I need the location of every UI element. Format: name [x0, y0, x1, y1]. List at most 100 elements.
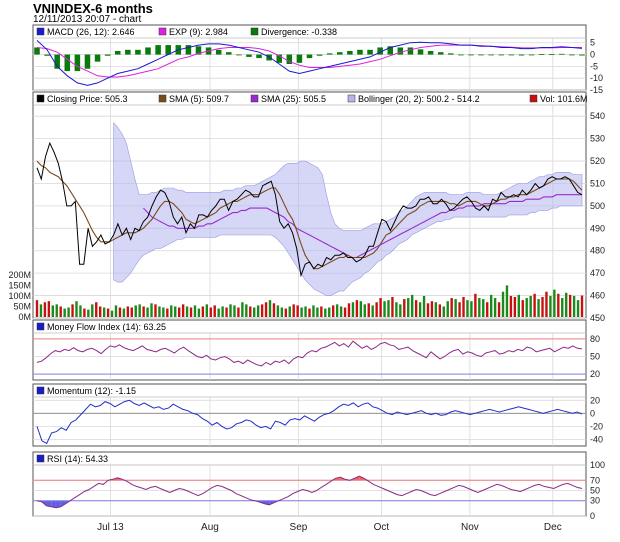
volume-bar	[442, 306, 445, 317]
macd-divergence-bar	[84, 54, 91, 69]
volume-bar	[205, 304, 209, 317]
rsi-y-tick-label: 50	[590, 486, 600, 496]
macd-divergence-bar	[104, 54, 111, 56]
volume-tick-label: 200M	[8, 270, 31, 280]
volume-bar	[102, 307, 106, 317]
volume-bar	[193, 305, 197, 317]
macd-y-tick-label: 0	[590, 50, 595, 60]
volume-bar	[237, 307, 240, 317]
rsi-oversold-fill	[55, 500, 61, 508]
volume-bar	[529, 295, 532, 317]
macd-divergence-bar	[326, 53, 333, 55]
mfi-legend-label: Money Flow Index (14): 63.25	[47, 322, 166, 332]
volume-bar	[561, 298, 564, 317]
volume-bar	[434, 302, 438, 317]
volume-bar	[541, 296, 544, 317]
macd-divergence-bar	[215, 49, 222, 55]
macd-divergence-bar	[538, 54, 545, 55]
price-y-tick-label: 540	[590, 111, 605, 121]
macd-divergence-bar	[458, 54, 464, 56]
volume-bar	[359, 301, 363, 317]
macd-divergence-bar	[306, 54, 313, 59]
momentum-y-tick-label: 20	[590, 395, 600, 405]
volume-bar	[268, 300, 272, 317]
macd-y-tick-label: -10	[590, 73, 603, 83]
macd-divergence-bar	[246, 54, 252, 57]
volume-bar	[51, 305, 54, 317]
macd-divergence-bar	[236, 54, 242, 56]
volume-bar	[71, 304, 74, 317]
price-legend-label: SMA (5): 509.7	[169, 94, 229, 104]
volume-bar	[59, 306, 62, 317]
macd-divergence-bar	[357, 49, 363, 55]
macd-divergence-bar	[185, 45, 192, 55]
mfi-legend-swatch	[36, 322, 45, 331]
macd-legend-label: MACD (26, 12): 2.646	[47, 27, 135, 37]
macd-divergence-bar	[367, 49, 373, 55]
chart-title: VNINDEX-6 months	[33, 1, 153, 16]
volume-bar	[379, 298, 382, 317]
volume-bar	[122, 308, 126, 317]
volume-bar	[335, 304, 339, 317]
momentum-y-tick-label: 0	[590, 408, 595, 418]
volume-bar	[462, 296, 465, 317]
rsi-line	[36, 475, 583, 509]
x-axis-label: Oct	[374, 522, 390, 533]
macd-divergence-bar	[468, 54, 474, 56]
volume-bar	[430, 301, 434, 317]
macd-divergence-bar	[387, 46, 394, 55]
macd-divergence-bar	[397, 47, 404, 55]
macd-legend-swatch	[158, 27, 167, 36]
mfi-panel-frame	[32, 319, 587, 381]
volume-bar	[414, 300, 418, 317]
volume-bar	[308, 308, 311, 317]
volume-bar	[355, 300, 359, 317]
macd-divergence-bar	[548, 54, 555, 55]
macd-divergence-bar	[518, 54, 525, 56]
volume-bar	[150, 303, 153, 317]
price-legend-label: SMA (25): 505.5	[261, 94, 326, 104]
macd-divergence-bar	[478, 54, 484, 56]
volume-bar	[225, 307, 228, 317]
macd-legend-label: EXP (9): 2.984	[169, 27, 228, 37]
volume-bar	[154, 304, 157, 317]
volume-bar	[505, 285, 509, 317]
volume-bar	[91, 304, 94, 317]
volume-bar	[545, 291, 548, 317]
macd-divergence-bar	[579, 54, 585, 56]
volume-bar	[450, 298, 453, 317]
mfi-y-tick-label: 50	[590, 352, 600, 362]
rsi-oversold-fill	[51, 500, 56, 508]
volume-bar	[466, 300, 469, 317]
macd-divergence-bar	[427, 51, 434, 55]
x-axis-label: Jul 13	[97, 522, 124, 533]
mfi-y-tick-label: 20	[590, 369, 600, 379]
volume-bar	[288, 306, 291, 317]
macd-legend-swatch	[250, 27, 259, 36]
macd-divergence-bar	[165, 45, 171, 55]
volume-bar	[422, 295, 426, 317]
volume-bar	[549, 295, 552, 317]
volume-bar	[332, 305, 335, 317]
volume-bar	[177, 307, 181, 317]
volume-bar	[553, 289, 556, 317]
momentum-panel-frame	[32, 383, 587, 447]
volume-bar	[158, 306, 161, 317]
volume-bar	[493, 298, 497, 317]
price-legend-label: Bollinger (20, 2): 500.2 - 514.2	[358, 94, 480, 104]
macd-divergence-bar	[34, 47, 40, 55]
volume-bar	[296, 305, 299, 317]
price-legend-label: Vol: 101.6M	[540, 94, 588, 104]
volume-bar	[482, 299, 485, 317]
rsi-panel-frame	[32, 451, 587, 517]
volume-bar	[395, 302, 398, 317]
rsi-y-tick-label: 100	[590, 460, 605, 470]
volume-bar	[537, 299, 540, 317]
volume-bar	[509, 295, 513, 317]
macd-divergence-bar	[145, 47, 151, 55]
macd-y-tick-label: -15	[590, 85, 603, 95]
momentum-line	[36, 399, 583, 445]
macd-divergence-bar	[347, 51, 353, 55]
volume-bar	[497, 302, 501, 317]
